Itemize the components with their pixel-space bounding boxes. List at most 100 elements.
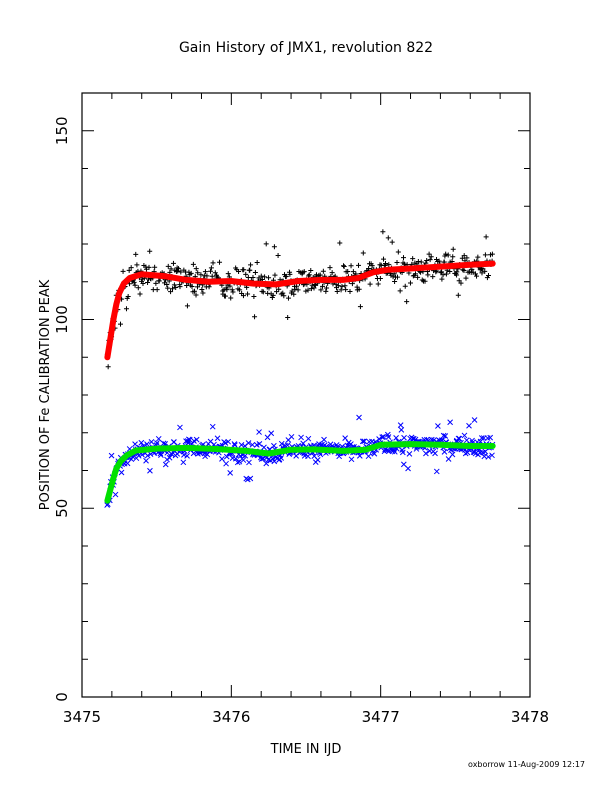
data-point-cross xyxy=(268,430,275,437)
data-point-cross xyxy=(162,461,169,468)
data-point-cross xyxy=(293,453,300,459)
data-point-cross xyxy=(263,460,270,467)
data-point-plus xyxy=(482,252,488,258)
data-point-plus xyxy=(334,289,340,295)
data-point-cross xyxy=(249,441,256,448)
data-point-plus xyxy=(318,287,324,293)
data-point-plus xyxy=(443,251,449,257)
axis-ticks xyxy=(81,92,531,698)
data-point-cross xyxy=(139,451,145,458)
data-point-cross xyxy=(455,435,462,442)
data-point-plus xyxy=(306,272,312,278)
data-point-cross xyxy=(184,453,190,459)
data-point-plus xyxy=(198,272,204,278)
data-point-cross xyxy=(442,433,449,439)
data-point-cross xyxy=(256,429,262,435)
data-point-cross xyxy=(245,440,252,446)
data-point-plus xyxy=(303,288,309,294)
data-point-plus xyxy=(168,289,174,295)
data-point-cross xyxy=(144,452,151,459)
data-point-plus xyxy=(128,265,134,271)
data-point-plus xyxy=(327,265,333,271)
data-point-cross xyxy=(379,434,386,440)
data-point-cross xyxy=(466,422,472,429)
data-point-cross xyxy=(209,423,216,430)
data-point-plus xyxy=(450,254,456,260)
data-point-plus xyxy=(338,287,344,293)
data-point-plus xyxy=(439,276,445,282)
data-point-plus xyxy=(190,261,196,267)
data-point-plus xyxy=(464,255,470,261)
data-point-plus xyxy=(425,272,431,278)
data-point-cross xyxy=(433,468,440,475)
data-point-plus xyxy=(430,274,436,280)
data-point-plus xyxy=(260,289,266,295)
data-point-plus xyxy=(105,364,111,370)
x-tick-label: 3476 xyxy=(212,708,250,726)
data-point-plus xyxy=(377,275,383,281)
x-axis-label: TIME IN IJD xyxy=(270,742,342,757)
plot-frame xyxy=(81,92,531,698)
data-point-cross xyxy=(164,456,170,463)
data-point-cross xyxy=(284,442,291,449)
data-point-cross xyxy=(298,434,304,441)
x-tick-label: 3477 xyxy=(362,708,400,726)
data-point-plus xyxy=(165,263,171,269)
data-point-cross xyxy=(359,438,366,445)
data-point-plus xyxy=(123,306,129,312)
data-point-cross xyxy=(399,449,406,456)
data-point-plus xyxy=(463,275,469,281)
data-point-plus xyxy=(210,260,216,266)
data-point-plus xyxy=(483,234,489,240)
x-tick-label: 3475 xyxy=(63,708,101,726)
data-point-cross xyxy=(238,442,245,448)
data-point-plus xyxy=(455,292,461,298)
data-point-plus xyxy=(433,269,439,275)
data-point-cross xyxy=(204,451,211,458)
data-point-cross xyxy=(348,456,355,463)
data-point-cross xyxy=(365,453,372,460)
data-point-plus xyxy=(240,293,246,299)
data-point-plus xyxy=(275,253,281,259)
data-point-plus xyxy=(189,283,195,289)
data-point-plus xyxy=(427,257,433,263)
data-point-plus xyxy=(184,303,190,309)
data-point-plus xyxy=(311,285,317,291)
data-point-plus xyxy=(194,284,200,290)
data-point-plus xyxy=(415,274,421,280)
data-point-plus xyxy=(375,281,381,287)
data-point-plus xyxy=(258,273,264,279)
data-point-plus xyxy=(134,262,140,268)
data-point-cross xyxy=(361,438,368,445)
data-point-plus xyxy=(458,280,464,286)
data-point-plus xyxy=(380,229,386,235)
data-point-plus xyxy=(193,292,199,298)
data-point-cross xyxy=(461,432,468,439)
data-point-plus xyxy=(454,269,460,275)
chart-title: Gain History of JMX1, revolution 822 xyxy=(179,40,433,56)
data-point-cross xyxy=(225,438,232,445)
y-tick-label: 50 xyxy=(53,499,71,518)
data-point-plus xyxy=(489,251,495,257)
data-point-plus xyxy=(224,287,230,293)
data-point-cross xyxy=(112,491,119,498)
data-point-plus xyxy=(428,254,434,260)
data-point-plus xyxy=(323,288,329,294)
data-point-cross xyxy=(356,414,362,421)
data-point-cross xyxy=(406,451,413,457)
data-point-plus xyxy=(125,293,131,299)
data-point-plus xyxy=(236,268,242,274)
data-point-plus xyxy=(443,271,449,277)
data-point-plus xyxy=(283,273,289,279)
data-point-cross xyxy=(380,434,387,440)
data-point-plus xyxy=(251,293,257,299)
data-point-plus xyxy=(170,260,176,266)
data-point-cross xyxy=(391,448,398,455)
data-point-plus xyxy=(317,272,323,278)
data-point-plus xyxy=(459,255,465,261)
data-point-plus xyxy=(337,240,343,246)
data-point-cross xyxy=(456,435,463,442)
data-point-cross xyxy=(463,437,470,444)
data-point-cross xyxy=(393,435,399,441)
data-point-cross xyxy=(256,441,263,447)
